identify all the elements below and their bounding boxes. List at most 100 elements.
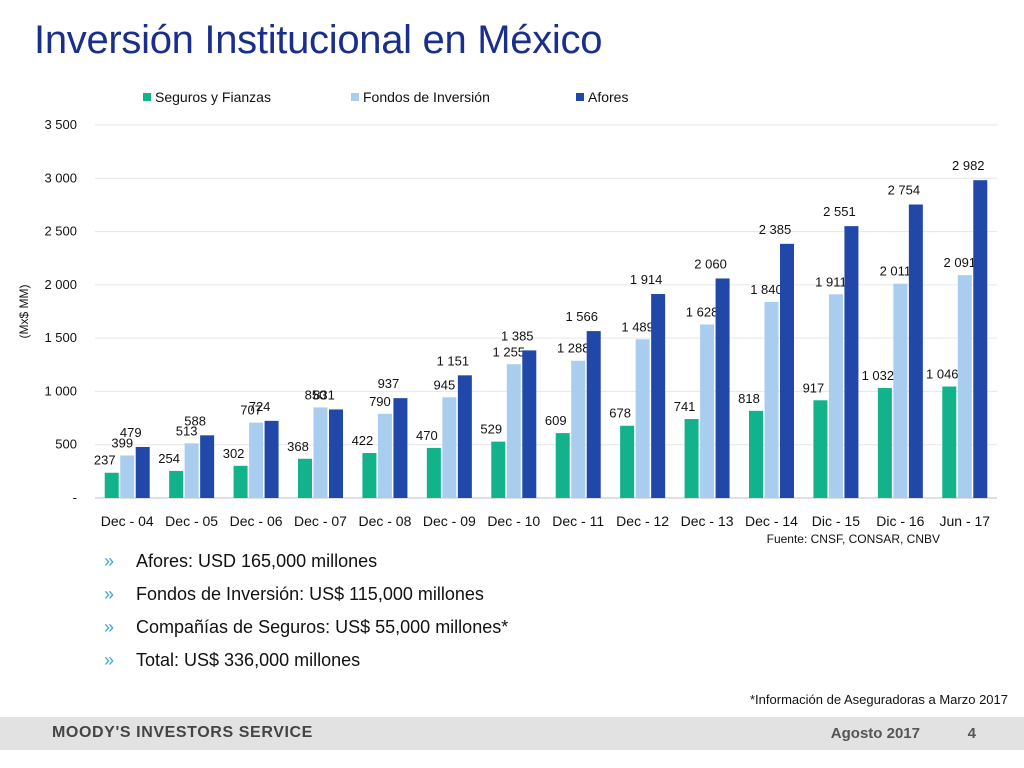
bar-1 <box>635 339 650 498</box>
data-label: 678 <box>609 406 631 421</box>
bullet-text: Fondos de Inversión: US$ 115,000 millone… <box>136 584 484 604</box>
y-axis-label: (Mx$ MM) <box>17 285 31 339</box>
x-tick-label: Dec - 08 <box>358 513 411 529</box>
bullet-icon: » <box>104 584 115 604</box>
x-tick-label: Dec - 06 <box>230 513 283 529</box>
x-tick-label: Dic - 16 <box>876 513 924 529</box>
x-tick-label: Dec - 07 <box>294 513 347 529</box>
bar-1 <box>377 413 392 498</box>
data-label: 741 <box>674 399 696 414</box>
bar-1 <box>700 324 715 498</box>
bar-0 <box>104 472 119 498</box>
data-label: 470 <box>416 428 438 443</box>
x-tick-label: Dec - 12 <box>616 513 669 529</box>
bullet-text: Total: US$ 336,000 millones <box>136 650 361 670</box>
bar-0 <box>491 441 506 498</box>
bar-2 <box>973 180 988 498</box>
bullet-item: » Compañías de Seguros: US$ 55,000 millon… <box>104 614 508 647</box>
data-label: 2 091 <box>944 255 977 270</box>
slide-title: Inversión Institucional en México <box>34 18 603 62</box>
data-label: 2 385 <box>759 222 792 237</box>
footer-bar: MOODY'S INVESTORS SERVICE Agosto 2017 4 <box>0 717 1024 750</box>
bar-0 <box>620 425 635 498</box>
data-label: 707 <box>240 403 262 418</box>
data-label: 945 <box>434 377 456 392</box>
data-label: 1 840 <box>750 282 783 297</box>
data-label: 1 385 <box>501 328 534 343</box>
bullet-icon: » <box>104 650 115 670</box>
bar-0 <box>877 388 892 498</box>
x-tick-label: Dec - 09 <box>423 513 476 529</box>
bar-2 <box>264 420 279 498</box>
bar-1 <box>506 364 521 498</box>
bar-1 <box>120 455 135 498</box>
y-tick-label: 1 500 <box>44 330 77 345</box>
x-tick-label: Dec - 11 <box>552 513 604 529</box>
bar-0 <box>555 433 570 498</box>
bar-1 <box>442 397 457 498</box>
legend-swatch <box>351 93 359 101</box>
bar-2 <box>651 294 666 498</box>
x-tick-label: Dec - 04 <box>101 513 154 529</box>
data-label: 368 <box>287 439 309 454</box>
data-label: 1 046 <box>926 367 959 382</box>
page-number: 4 <box>967 725 976 742</box>
data-label: 831 <box>313 387 335 402</box>
bar-1 <box>828 294 843 498</box>
bar-0 <box>426 447 441 498</box>
data-label: 1 911 <box>815 274 847 289</box>
y-tick-label: 2 500 <box>44 224 77 239</box>
bullet-text: Compañías de Seguros: US$ 55,000 millone… <box>136 617 509 637</box>
y-tick-label: - <box>73 490 77 505</box>
bar-2 <box>200 435 215 498</box>
bar-0 <box>749 410 763 498</box>
y-tick-label: 3 500 <box>44 117 77 132</box>
data-label: 588 <box>184 413 206 428</box>
bar-1 <box>893 283 908 498</box>
x-tick-label: Dec - 13 <box>681 513 734 529</box>
bullet-list: » Afores: USD 165,000 millones » Fondos de… <box>104 548 508 680</box>
bar-2 <box>135 446 150 498</box>
bar-2 <box>844 226 859 498</box>
bullet-item: » Total: US$ 336,000 millones <box>104 647 508 680</box>
bar-2 <box>586 331 601 498</box>
data-label: 2 060 <box>694 256 727 271</box>
bar-2 <box>393 398 408 498</box>
data-label: 479 <box>120 425 142 440</box>
bar-chart: - 500 1 000 1 500 2 000 2 500 3 000 3 500 (Mx$ M… <box>17 89 997 529</box>
legend-swatch <box>576 93 584 101</box>
bullet-item: » Afores: USD 165,000 millones <box>104 548 508 581</box>
data-label: 2 982 <box>952 158 985 173</box>
data-label: 850 <box>305 387 327 402</box>
bar-0 <box>362 453 377 498</box>
data-label: 1 151 <box>437 353 470 368</box>
data-label: 237 <box>94 453 116 468</box>
footnote: *Información de Aseguradoras a Marzo 201… <box>750 692 1008 707</box>
source-note: Fuente: CNSF, CONSAR, CNBV <box>766 532 940 546</box>
legend-swatch <box>143 93 151 101</box>
footer-brand: MOODY'S INVESTORS SERVICE <box>52 724 313 741</box>
bar-0 <box>298 458 312 498</box>
data-label: 1 032 <box>862 368 895 383</box>
data-label: 937 <box>378 376 400 391</box>
data-label: 2 754 <box>888 183 921 198</box>
bullet-icon: » <box>104 551 115 571</box>
x-tick-label: Jun - 17 <box>939 513 990 529</box>
bar-1 <box>313 407 328 498</box>
data-label: 1 566 <box>565 309 598 324</box>
y-tick-label: 3 000 <box>44 170 77 185</box>
bullet-item: » Fondos de Inversión: US$ 115,000 millon… <box>104 581 508 614</box>
y-tick-label: 500 <box>55 437 77 452</box>
data-label: 1 628 <box>686 305 719 320</box>
x-tick-label: Dec - 10 <box>487 513 540 529</box>
bullet-text: Afores: USD 165,000 millones <box>136 551 378 571</box>
bar-1 <box>764 301 779 498</box>
data-label: 422 <box>352 433 374 448</box>
legend-label: Afores <box>588 89 628 105</box>
legend-label: Seguros y Fianzas <box>155 89 271 105</box>
bar-1 <box>957 275 972 498</box>
bar-2 <box>329 409 343 498</box>
data-label: 2 551 <box>823 204 856 219</box>
y-tick-label: 2 000 <box>44 277 77 292</box>
data-label: 2 011 <box>880 264 912 279</box>
